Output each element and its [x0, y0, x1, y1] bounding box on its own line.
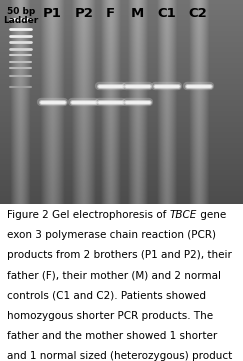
- Text: and 1 normal sized (heterozygous) product: and 1 normal sized (heterozygous) produc…: [7, 351, 233, 361]
- Text: father and the mother showed 1 shorter: father and the mother showed 1 shorter: [7, 331, 217, 341]
- Text: homozygous shorter PCR products. The: homozygous shorter PCR products. The: [7, 311, 213, 321]
- Text: F: F: [106, 6, 115, 19]
- Text: C2: C2: [189, 6, 208, 19]
- Text: father (F), their mother (M) and 2 normal: father (F), their mother (M) and 2 norma…: [7, 270, 221, 280]
- Text: TBCE: TBCE: [170, 210, 197, 220]
- Text: products from 2 brothers (P1 and P2), their: products from 2 brothers (P1 and P2), th…: [7, 251, 232, 260]
- Text: P2: P2: [74, 6, 93, 19]
- Text: controls (C1 and C2). Patients showed: controls (C1 and C2). Patients showed: [7, 291, 206, 301]
- Text: 50 bp
Ladder: 50 bp Ladder: [3, 6, 38, 25]
- Text: gene: gene: [197, 210, 226, 220]
- Text: C1: C1: [157, 6, 176, 19]
- Text: M: M: [131, 6, 144, 19]
- Text: exon 3 polymerase chain reaction (PCR): exon 3 polymerase chain reaction (PCR): [7, 230, 216, 240]
- Text: Figure 2 Gel electrophoresis of: Figure 2 Gel electrophoresis of: [7, 210, 170, 220]
- Text: P1: P1: [43, 6, 62, 19]
